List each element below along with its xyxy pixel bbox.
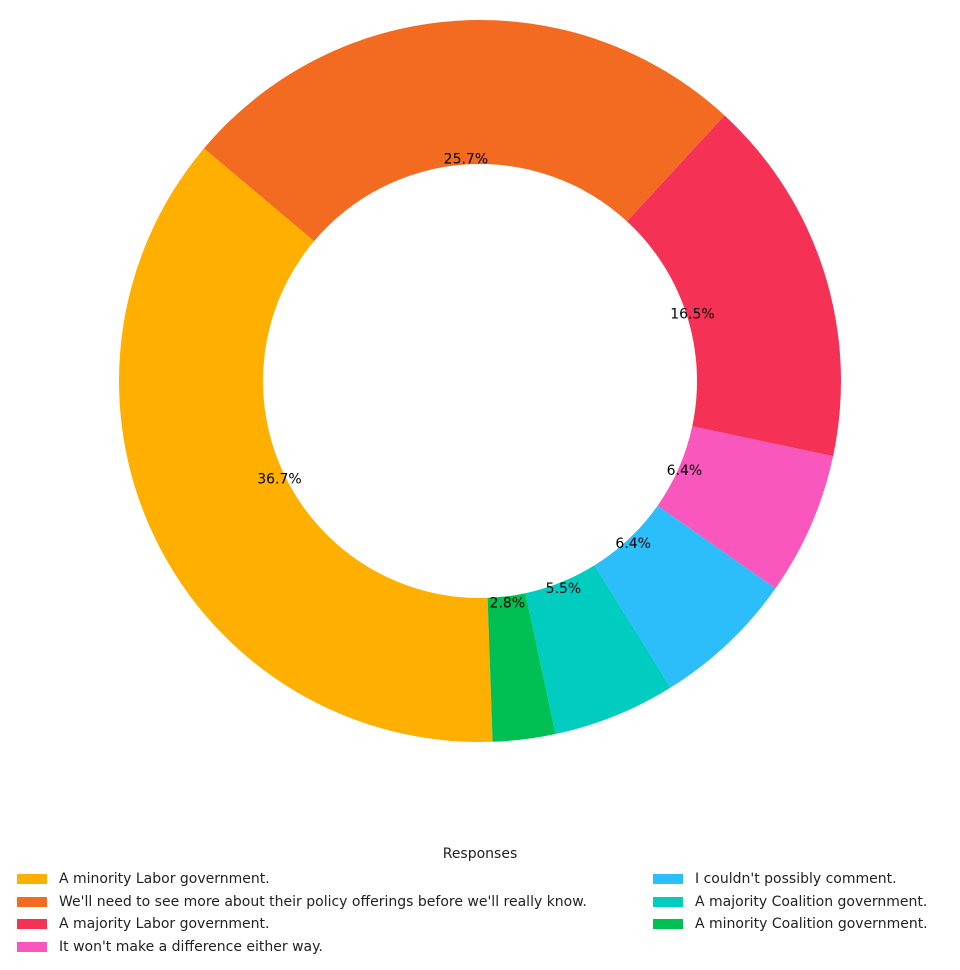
donut-slice [657, 426, 834, 589]
slice-percentage-label: 16.5% [670, 306, 714, 322]
legend-swatch [17, 919, 47, 930]
legend-swatch [653, 919, 683, 930]
donut-chart: 36.7% 25.7% 16.5% 6.4% 6.4% 5.5% 2.8% [119, 19, 841, 742]
donut-slice [626, 115, 841, 457]
donut-slice [487, 593, 556, 742]
legend-swatch [17, 896, 47, 907]
legend-item-minority-coalition: A minority Coalition government. [653, 913, 928, 936]
legend-swatch [653, 874, 683, 885]
legend-right-column: I couldn't possibly comment. A majority … [653, 868, 928, 936]
legend-swatch [17, 874, 47, 885]
legend-item-no-difference: It won't make a difference either way. [17, 936, 587, 959]
percentage-labels: 36.7% 25.7% 16.5% 6.4% 6.4% 5.5% 2.8% [257, 151, 715, 611]
slice-percentage-label: 36.7% [257, 472, 301, 488]
legend-item-no-comment: I couldn't possibly comment. [653, 868, 928, 891]
legend-left-column: A minority Labor government. We'll need … [17, 868, 587, 958]
donut-slice [119, 148, 493, 742]
slice-percentage-label: 25.7% [444, 151, 488, 167]
legend-item-need-to-see-more: We'll need to see more about their polic… [17, 891, 587, 914]
donut-slice [594, 505, 776, 688]
legend-swatch [653, 896, 683, 907]
legend-item-minority-labor: A minority Labor government. [17, 868, 587, 891]
slice-percentage-label: 6.4% [667, 463, 703, 479]
slice-percentage-label: 2.8% [490, 595, 526, 611]
donut-slices [119, 19, 841, 742]
donut-slice [203, 19, 725, 242]
slice-percentage-label: 6.4% [615, 536, 651, 552]
legend-item-majority-labor: A majority Labor government. [17, 913, 587, 936]
donut-slice [525, 565, 671, 735]
legend-title: Responses [442, 846, 518, 862]
legend-item-majority-coalition: A majority Coalition government. [653, 891, 928, 914]
legend-swatch [17, 942, 47, 953]
slice-percentage-label: 5.5% [546, 581, 582, 597]
